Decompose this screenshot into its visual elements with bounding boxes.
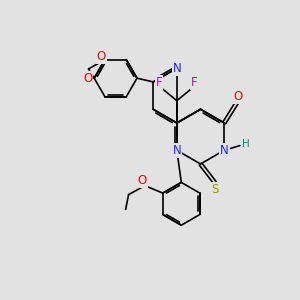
Text: H: H	[242, 139, 250, 149]
Text: O: O	[83, 72, 92, 85]
Text: S: S	[212, 183, 219, 196]
Text: N: N	[172, 62, 181, 75]
Text: O: O	[97, 50, 106, 63]
Text: F: F	[156, 76, 162, 89]
Text: O: O	[233, 90, 242, 103]
Text: O: O	[137, 174, 147, 187]
Text: F: F	[191, 76, 198, 89]
Text: N: N	[220, 144, 229, 157]
Text: N: N	[172, 144, 181, 157]
